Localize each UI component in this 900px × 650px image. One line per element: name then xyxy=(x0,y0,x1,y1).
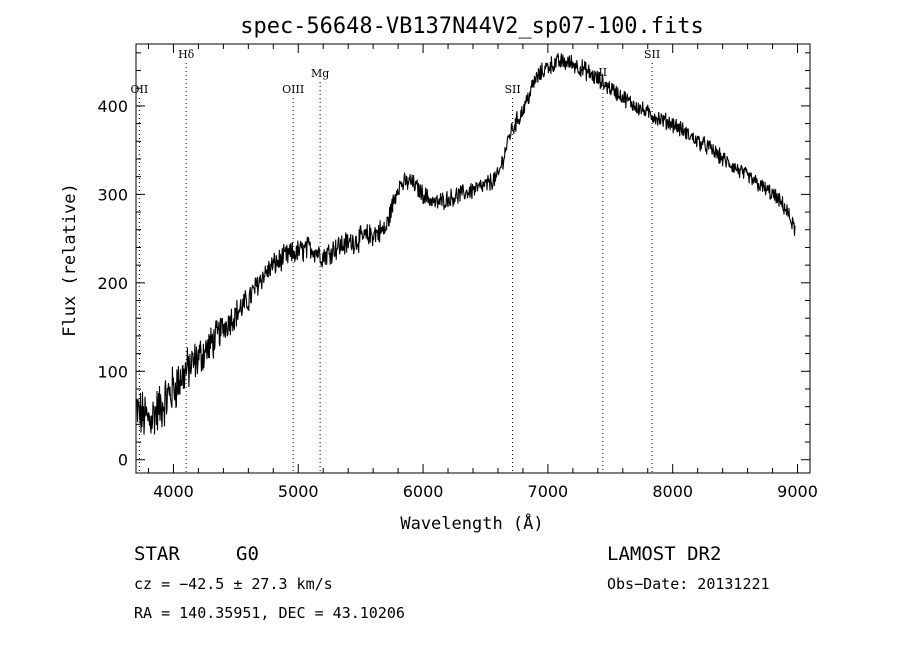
y-axis-title: Flux (relative) xyxy=(60,183,80,337)
y-tick-label: 200 xyxy=(97,274,128,293)
redshift-cz: cz = −42.5 ± 27.3 km/s xyxy=(134,575,333,593)
object-subclass: G0 xyxy=(236,543,259,565)
y-tick-label: 100 xyxy=(97,362,128,381)
object-class: STAR xyxy=(134,543,180,565)
spectral-line-label: Hδ xyxy=(178,48,195,61)
spectral-line-label: OIII xyxy=(282,83,304,96)
x-tick-label: 5000 xyxy=(278,482,319,501)
x-tick-label: 8000 xyxy=(652,482,693,501)
y-tick-label: 400 xyxy=(97,97,128,116)
x-tick-label: 9000 xyxy=(777,482,818,501)
coordinates: RA = 140.35951, DEC = 43.10206 xyxy=(134,604,405,622)
spectral-line-label: OII xyxy=(131,83,149,96)
chart-title: spec-56648-VB137N44V2_sp07-100.fits xyxy=(240,14,704,39)
survey-name: LAMOST DR2 xyxy=(607,543,722,565)
spectral-line-label: II xyxy=(598,66,607,79)
spectral-line-label: SII xyxy=(644,48,660,61)
spectral-line-label: SII xyxy=(504,83,520,96)
x-axis-title: Wavelength (Å) xyxy=(400,512,543,534)
spectral-line-label: Mg xyxy=(311,67,329,80)
plot-area: 4000 5000 6000 7000 8000 90000100200300400OII… xyxy=(97,43,818,501)
observation-date: Obs−Date: 20131221 xyxy=(607,575,770,593)
y-tick-label: 0 xyxy=(118,451,128,470)
plot-frame xyxy=(135,43,811,474)
y-tick-label: 300 xyxy=(97,185,128,204)
x-tick-label: 6000 xyxy=(403,482,444,501)
x-tick-label: 4000 xyxy=(153,482,194,501)
spectrum-line xyxy=(135,52,796,435)
x-tick-label: 7000 xyxy=(528,482,569,501)
